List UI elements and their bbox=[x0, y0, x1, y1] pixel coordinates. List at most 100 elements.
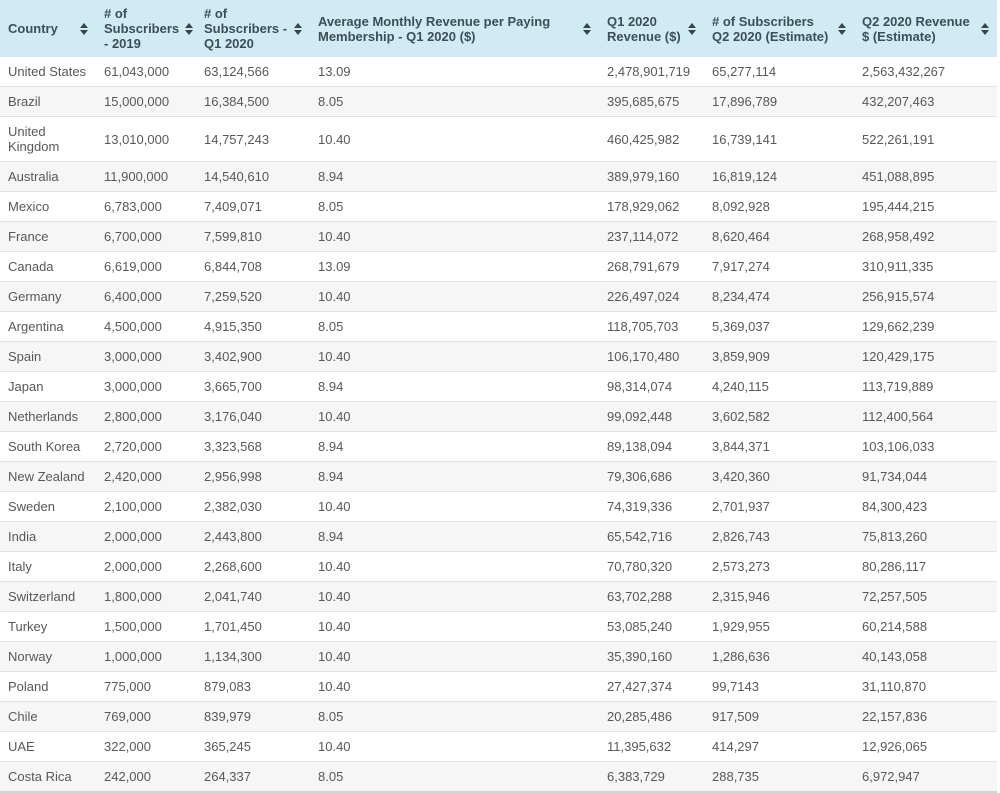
cell-subs-q1-2020: 2,443,800 bbox=[204, 529, 262, 544]
table-row: Argentina 4,500,000 4,915,350 8.05 118,705,7… bbox=[0, 311, 997, 342]
cell-q2-2020-revenue-estimate: 103,106,033 bbox=[862, 439, 935, 454]
cell-subs-2019: 2,800,000 bbox=[104, 409, 162, 424]
column-header-avg-monthly-revenue-q1-2020[interactable]: Average Monthly Revenue per Paying Membe… bbox=[310, 0, 599, 57]
table-row: Poland 775,000 879,083 10.40 27,427,374 99,71… bbox=[0, 671, 997, 702]
sort-up-down-icon bbox=[78, 22, 88, 35]
cell-q2-2020-revenue-estimate: 129,662,239 bbox=[862, 319, 935, 334]
column-header-subs-2019[interactable]: # of Subscribers - 2019 bbox=[96, 0, 196, 57]
cell-q1-2020-revenue: 11,395,632 bbox=[607, 739, 672, 754]
cell-subs-q2-2020-estimate: 288,735 bbox=[712, 769, 759, 784]
cell-avg-monthly-revenue-q1-2020: 10.40 bbox=[318, 559, 351, 574]
cell-q1-2020-revenue: 20,285,486 bbox=[607, 709, 673, 724]
cell-subs-2019: 3,000,000 bbox=[104, 379, 162, 394]
cell-subs-q1-2020: 7,259,520 bbox=[204, 289, 262, 304]
cell-subs-2019: 4,500,000 bbox=[104, 319, 162, 334]
cell-subs-q2-2020-estimate: 17,896,789 bbox=[712, 94, 778, 109]
cell-subs-2019: 6,619,000 bbox=[104, 259, 162, 274]
cell-subs-q2-2020-estimate: 65,277,114 bbox=[712, 64, 777, 79]
column-header-subs-q1-2020[interactable]: # of Subscribers - Q1 2020 bbox=[196, 0, 310, 57]
cell-country: Argentina bbox=[8, 319, 64, 334]
cell-avg-monthly-revenue-q1-2020: 10.40 bbox=[318, 289, 351, 304]
cell-q1-2020-revenue: 27,427,374 bbox=[607, 679, 673, 694]
sort-up-down-icon bbox=[836, 22, 846, 35]
cell-subs-q2-2020-estimate: 1,929,955 bbox=[712, 619, 770, 634]
cell-q2-2020-revenue-estimate: 84,300,423 bbox=[862, 499, 928, 514]
cell-subs-2019: 61,043,000 bbox=[104, 64, 170, 79]
cell-q1-2020-revenue: 6,383,729 bbox=[607, 769, 665, 784]
column-header-q1-2020-revenue[interactable]: Q1 2020 Revenue ($) bbox=[599, 0, 704, 57]
table-row: Turkey 1,500,000 1,701,450 10.40 53,085,240 1… bbox=[0, 611, 997, 642]
column-header-country[interactable]: Country bbox=[0, 0, 96, 57]
cell-country: Chile bbox=[8, 709, 38, 724]
table-row: India 2,000,000 2,443,800 8.94 65,542,716 2,8… bbox=[0, 521, 997, 552]
cell-subs-2019: 2,000,000 bbox=[104, 559, 162, 574]
cell-subs-q2-2020-estimate: 2,315,946 bbox=[712, 589, 770, 604]
cell-subs-q2-2020-estimate: 3,859,909 bbox=[712, 349, 770, 364]
cell-subs-2019: 1,500,000 bbox=[104, 619, 162, 634]
cell-avg-monthly-revenue-q1-2020: 8.94 bbox=[318, 169, 344, 184]
cell-subs-2019: 322,000 bbox=[104, 739, 151, 754]
cell-subs-q2-2020-estimate: 4,240,115 bbox=[712, 379, 769, 394]
cell-avg-monthly-revenue-q1-2020: 10.40 bbox=[318, 739, 351, 754]
cell-subs-2019: 242,000 bbox=[104, 769, 151, 784]
table-row: Japan 3,000,000 3,665,700 8.94 98,314,074 4,2… bbox=[0, 371, 997, 402]
cell-subs-q1-2020: 1,701,450 bbox=[204, 619, 262, 634]
cell-q1-2020-revenue: 268,791,679 bbox=[607, 259, 680, 274]
table-row: France 6,700,000 7,599,810 10.40 237,114,072… bbox=[0, 221, 997, 252]
column-label: # of Subscribers - Q1 2020 bbox=[204, 6, 288, 51]
cell-country: United States bbox=[8, 64, 87, 79]
cell-q1-2020-revenue: 106,170,480 bbox=[607, 349, 680, 364]
cell-subs-q2-2020-estimate: 8,234,474 bbox=[712, 289, 770, 304]
cell-q1-2020-revenue: 35,390,160 bbox=[607, 649, 673, 664]
cell-q1-2020-revenue: 2,478,901,719 bbox=[607, 64, 691, 79]
cell-q1-2020-revenue: 389,979,160 bbox=[607, 169, 680, 184]
cell-avg-monthly-revenue-q1-2020: 10.40 bbox=[318, 679, 351, 694]
cell-avg-monthly-revenue-q1-2020: 8.94 bbox=[318, 439, 344, 454]
cell-subs-q1-2020: 3,402,900 bbox=[204, 349, 262, 364]
cell-q2-2020-revenue-estimate: 256,915,574 bbox=[862, 289, 935, 304]
column-header-subs-q2-2020-estimate[interactable]: # of Subscribers Q2 2020 (Estimate) bbox=[704, 0, 854, 57]
sort-up-down-icon bbox=[581, 22, 591, 35]
cell-q2-2020-revenue-estimate: 451,088,895 bbox=[862, 169, 935, 184]
cell-subs-2019: 13,010,000 bbox=[104, 131, 170, 147]
cell-country: Poland bbox=[8, 679, 49, 694]
cell-subs-2019: 769,000 bbox=[104, 709, 151, 724]
table-row: Spain 3,000,000 3,402,900 10.40 106,170,480 3… bbox=[0, 341, 997, 372]
cell-country: United Kingdom bbox=[8, 124, 60, 154]
cell-subs-q2-2020-estimate: 1,286,636 bbox=[712, 649, 770, 664]
cell-q1-2020-revenue: 89,138,094 bbox=[607, 439, 673, 454]
table-row: Canada 6,619,000 6,844,708 13.09 268,791,679… bbox=[0, 251, 997, 282]
table-row: Costa Rica 242,000 264,337 8.05 6,383,729 288… bbox=[0, 761, 997, 792]
cell-q1-2020-revenue: 98,314,074 bbox=[607, 379, 673, 394]
column-header-q2-2020-revenue-estimate[interactable]: Q2 2020 Revenue $ (Estimate) bbox=[854, 0, 997, 57]
cell-country: India bbox=[8, 529, 37, 544]
cell-q2-2020-revenue-estimate: 91,734,044 bbox=[862, 469, 928, 484]
cell-country: Italy bbox=[8, 559, 32, 574]
cell-subs-q1-2020: 2,268,600 bbox=[204, 559, 262, 574]
cell-subs-2019: 2,720,000 bbox=[104, 439, 162, 454]
cell-q2-2020-revenue-estimate: 80,286,117 bbox=[862, 559, 927, 574]
cell-subs-q2-2020-estimate: 99,7143 bbox=[712, 679, 759, 694]
cell-subs-q1-2020: 6,844,708 bbox=[204, 259, 262, 274]
cell-country: New Zealand bbox=[8, 469, 85, 484]
table-body: United States 61,043,000 63,124,566 13.09 2,… bbox=[0, 57, 997, 792]
table-row: United Kingdom 13,010,000 14,757,243 10.40 4… bbox=[0, 116, 997, 162]
cell-country: Costa Rica bbox=[8, 769, 72, 784]
cell-q2-2020-revenue-estimate: 310,911,335 bbox=[862, 259, 934, 274]
cell-q2-2020-revenue-estimate: 31,110,870 bbox=[862, 679, 927, 694]
cell-subs-q2-2020-estimate: 16,819,124 bbox=[712, 169, 778, 184]
cell-avg-monthly-revenue-q1-2020: 8.05 bbox=[318, 769, 344, 784]
cell-subs-q1-2020: 3,176,040 bbox=[204, 409, 262, 424]
table-row: Brazil 15,000,000 16,384,500 8.05 395,685,67… bbox=[0, 86, 997, 117]
table-row: UAE 322,000 365,245 10.40 11,395,632 414,297 1… bbox=[0, 731, 997, 762]
cell-subs-q1-2020: 365,245 bbox=[204, 739, 251, 754]
table-row: Australia 11,900,000 14,540,610 8.94 389,979… bbox=[0, 161, 997, 192]
cell-country: UAE bbox=[8, 739, 35, 754]
cell-subs-q1-2020: 3,665,700 bbox=[204, 379, 262, 394]
cell-q2-2020-revenue-estimate: 522,261,191 bbox=[862, 131, 935, 147]
column-label: Q2 2020 Revenue $ (Estimate) bbox=[862, 13, 970, 44]
header-row: Country # of Subscribers - 2019 # of Subsc… bbox=[0, 0, 997, 57]
cell-q1-2020-revenue: 74,319,336 bbox=[607, 499, 673, 514]
